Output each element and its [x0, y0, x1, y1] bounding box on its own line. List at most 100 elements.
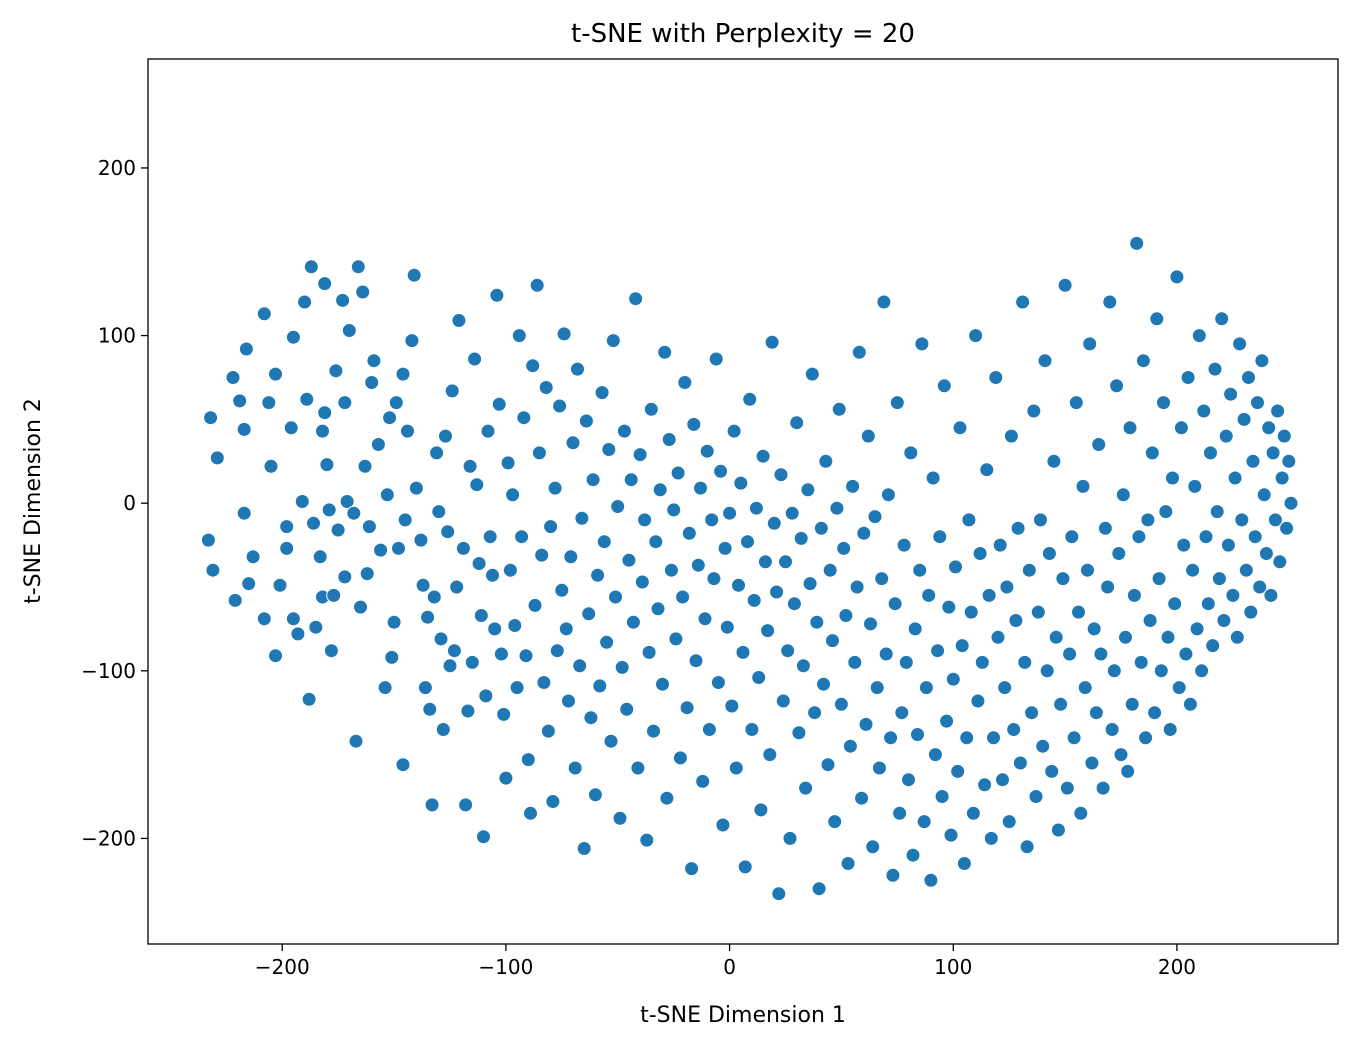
scatter-point: [339, 494, 355, 509]
scatter-point: [1055, 571, 1071, 587]
scatter-point: [491, 396, 507, 412]
scatter-point: [605, 333, 621, 349]
scatter-point: [1001, 814, 1017, 830]
scatter-point: [370, 437, 386, 452]
scatter-point: [353, 599, 368, 615]
scatter-point: [507, 618, 523, 633]
scatter-point: [355, 284, 371, 300]
scatter-point: [268, 648, 283, 664]
scatter-point: [1084, 755, 1100, 771]
y-axis-ticks: −200 −100 0 100 200: [81, 156, 148, 850]
scatter-point: [520, 752, 536, 768]
scatter-point: [585, 472, 601, 488]
scatter-point: [321, 502, 337, 518]
scatter-point: [279, 519, 295, 535]
scatter-point: [502, 562, 518, 578]
scatter-point: [1115, 487, 1131, 503]
scatter-point: [1124, 696, 1140, 712]
scatter-point: [737, 859, 753, 875]
scatter-point: [863, 616, 878, 632]
scatter-point: [791, 725, 807, 741]
scatter-point: [845, 478, 861, 494]
scatter-point: [317, 276, 333, 292]
scatter-point: [565, 435, 581, 451]
scatter-point: [493, 646, 509, 662]
scatter-point: [1028, 789, 1044, 804]
scatter-point: [364, 375, 380, 390]
plot-frame: [147, 58, 1339, 945]
scatter-point: [1187, 478, 1203, 494]
scatter-point: [1191, 328, 1207, 344]
scatter-point: [728, 760, 744, 776]
scatter-point: [511, 328, 527, 344]
scatter-point: [693, 480, 708, 496]
scatter-point: [719, 619, 735, 635]
scatter-point: [1214, 311, 1230, 327]
scatter-point: [1151, 571, 1167, 587]
scatter-point: [1057, 277, 1073, 293]
scatter-point: [245, 549, 261, 565]
scatter-point: [1169, 269, 1185, 285]
scatter-point: [923, 872, 939, 888]
scatter-point: [630, 760, 646, 776]
scatter-point: [1209, 504, 1225, 520]
scatter-point: [1111, 546, 1127, 561]
scatter-point: [995, 772, 1010, 788]
scatter-point: [634, 574, 650, 590]
scatter-point: [563, 549, 579, 565]
scatter-point: [1019, 839, 1035, 855]
scatter-point: [587, 787, 603, 803]
scatter-point: [431, 504, 447, 520]
scatter-point: [784, 505, 800, 521]
scatter-point: [429, 445, 445, 461]
scatter-point: [1041, 546, 1057, 561]
scatter-point: [775, 693, 791, 709]
scatter-point: [1218, 428, 1234, 444]
scatter-point: [896, 537, 912, 553]
scatter-point: [578, 413, 594, 429]
scatter-point: [297, 294, 313, 310]
scatter-point: [556, 326, 572, 342]
scatter-point: [706, 571, 722, 587]
scatter-point: [1223, 386, 1239, 402]
scatter-point: [950, 763, 966, 779]
scatter-point: [574, 510, 590, 526]
scatter-point: [1279, 520, 1295, 536]
scatter-point: [699, 443, 715, 459]
scatter-point: [954, 638, 970, 654]
scatter-point: [256, 306, 272, 322]
scatter-point: [690, 557, 706, 573]
scatter-point: [415, 577, 431, 593]
scatter-point: [663, 562, 679, 578]
scatter-point: [379, 487, 395, 503]
scatter-point: [1180, 370, 1196, 385]
scatter-point: [1106, 663, 1122, 679]
scatter-point: [990, 629, 1006, 645]
scatter-point: [326, 587, 342, 603]
scatter-point: [391, 540, 406, 556]
scatter-point: [462, 458, 478, 474]
scatter-point: [710, 675, 726, 690]
scatter-point: [1113, 747, 1129, 763]
scatter-point: [205, 562, 221, 578]
scatter-point: [485, 567, 500, 583]
scatter-point: [970, 693, 986, 709]
scatter-point: [1245, 453, 1261, 469]
scatter-point: [778, 554, 793, 570]
scatter-point: [740, 534, 755, 550]
x-tick-label: −200: [255, 955, 310, 979]
scatter-point: [377, 680, 393, 696]
scatter-point: [764, 334, 780, 350]
scatter-point: [1093, 646, 1109, 662]
scatter-point: [554, 582, 570, 598]
scatter-point: [516, 410, 532, 426]
scatter-point: [395, 757, 411, 773]
scatter-point: [842, 738, 858, 754]
scatter-point: [482, 529, 498, 545]
scatter-point: [927, 747, 943, 763]
scatter-point: [849, 579, 865, 595]
scatter-point: [1126, 587, 1142, 603]
scatter-point: [590, 567, 606, 583]
scatter-point: [1185, 562, 1201, 578]
scatter-point: [236, 421, 252, 437]
